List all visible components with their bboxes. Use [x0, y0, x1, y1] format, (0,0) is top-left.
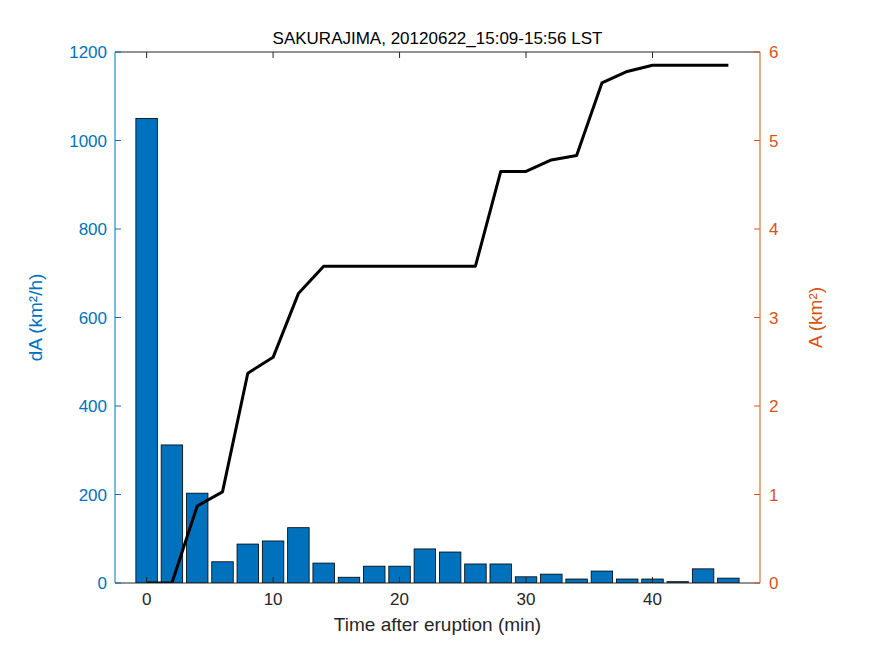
y2-tick: [754, 494, 760, 495]
x-tick-top: [526, 52, 527, 58]
bar: [288, 528, 310, 583]
x-tick-label: 0: [142, 590, 151, 609]
y2-tick-label: 0: [769, 574, 778, 593]
y2-tick-label: 3: [769, 309, 778, 328]
x-tick: [146, 577, 147, 583]
bar: [692, 569, 714, 583]
x-tick-top: [273, 52, 274, 58]
y2-tick: [754, 140, 760, 141]
y-tick: [115, 140, 121, 141]
y-tick-label: 600: [79, 309, 107, 328]
bar: [591, 571, 613, 583]
chart: 0102030400200400600800100012000123456SAK…: [0, 0, 875, 656]
y-tick: [115, 229, 121, 230]
x-label: Time after eruption (min): [334, 614, 541, 635]
y-tick: [115, 494, 121, 495]
bar: [541, 574, 563, 583]
marks: [136, 65, 739, 583]
bar: [136, 118, 158, 583]
bar: [338, 577, 360, 583]
x-tick: [526, 577, 527, 583]
bar: [313, 563, 335, 583]
y2-tick-label: 4: [769, 220, 778, 239]
y-tick-label: 0: [98, 574, 107, 593]
y-tick: [115, 583, 121, 584]
y2-tick-label: 6: [769, 43, 778, 62]
bar: [389, 566, 411, 583]
y-tick: [115, 317, 121, 318]
x-tick-top: [652, 52, 653, 58]
y2-label: A (km²): [805, 287, 826, 348]
x-tick-top: [146, 52, 147, 58]
y-tick-label: 1200: [69, 43, 107, 62]
bar: [212, 562, 234, 583]
y2-tick: [754, 317, 760, 318]
y2-tick: [754, 406, 760, 407]
y-tick-label: 200: [79, 486, 107, 505]
bar: [718, 578, 740, 583]
y-tick-label: 400: [79, 397, 107, 416]
y2-tick: [754, 583, 760, 584]
y-tick-label: 1000: [69, 132, 107, 151]
line: [147, 65, 729, 583]
x-tick-label: 20: [390, 590, 409, 609]
bar: [237, 544, 259, 583]
bar: [439, 552, 461, 583]
y2-tick-label: 2: [769, 397, 778, 416]
y2-tick: [754, 52, 760, 53]
bar: [616, 579, 638, 583]
x-tick: [399, 577, 400, 583]
x-tick: [652, 577, 653, 583]
y2-tick-label: 1: [769, 486, 778, 505]
x-tick-top: [399, 52, 400, 58]
x-tick-label: 10: [264, 590, 283, 609]
y-tick: [115, 406, 121, 407]
bar: [414, 549, 436, 583]
y2-tick: [754, 229, 760, 230]
y-label: dA (km²/h): [25, 274, 46, 362]
x-tick-label: 40: [643, 590, 662, 609]
x-axis: [115, 583, 760, 584]
bar: [566, 579, 588, 583]
bar: [515, 577, 537, 583]
bar: [262, 541, 284, 583]
title: SAKURAJIMA, 20120622_15:09-15:56 LST: [273, 29, 603, 48]
y2-tick-label: 5: [769, 132, 778, 151]
x-tick: [273, 577, 274, 583]
frame-top: [115, 52, 760, 53]
y-tick: [115, 52, 121, 53]
y-tick-label: 800: [79, 220, 107, 239]
x-tick-label: 30: [517, 590, 536, 609]
bar: [364, 566, 386, 583]
bar: [490, 564, 512, 583]
bar: [465, 564, 487, 583]
